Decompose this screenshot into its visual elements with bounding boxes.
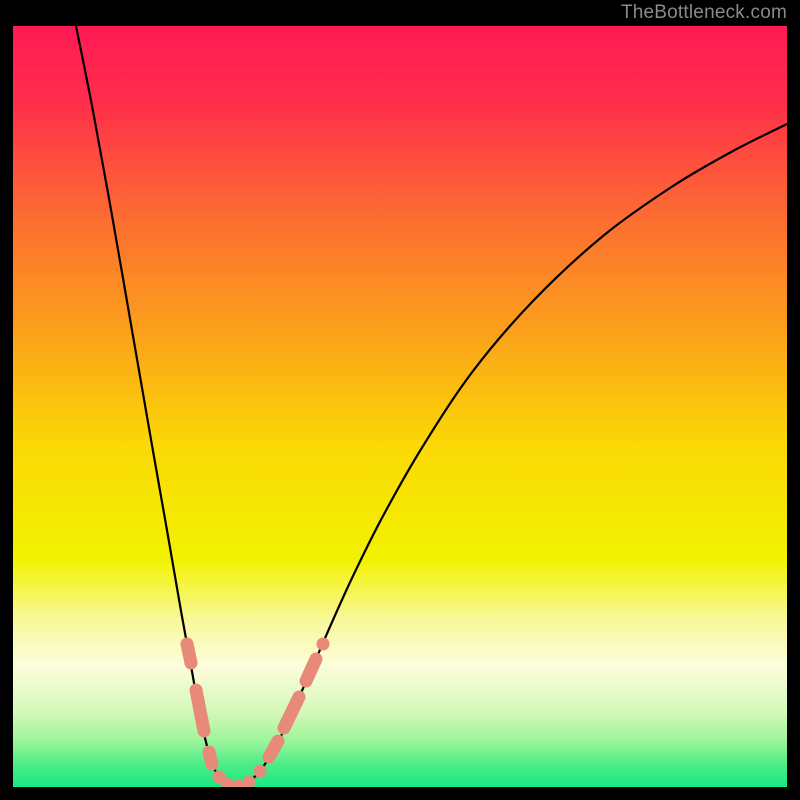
- marker-segment: [209, 752, 212, 764]
- plot-area: [13, 26, 787, 787]
- marker-dot: [317, 638, 330, 651]
- marker-segment: [306, 659, 316, 681]
- marker-dot: [254, 765, 267, 778]
- bottleneck-chart: TheBottleneck.com: [0, 0, 800, 800]
- marker-segment: [269, 741, 278, 757]
- watermark-text: TheBottleneck.com: [621, 2, 787, 24]
- marker-segment: [196, 690, 204, 731]
- marker-segment: [187, 644, 191, 663]
- plot-background: [13, 26, 787, 787]
